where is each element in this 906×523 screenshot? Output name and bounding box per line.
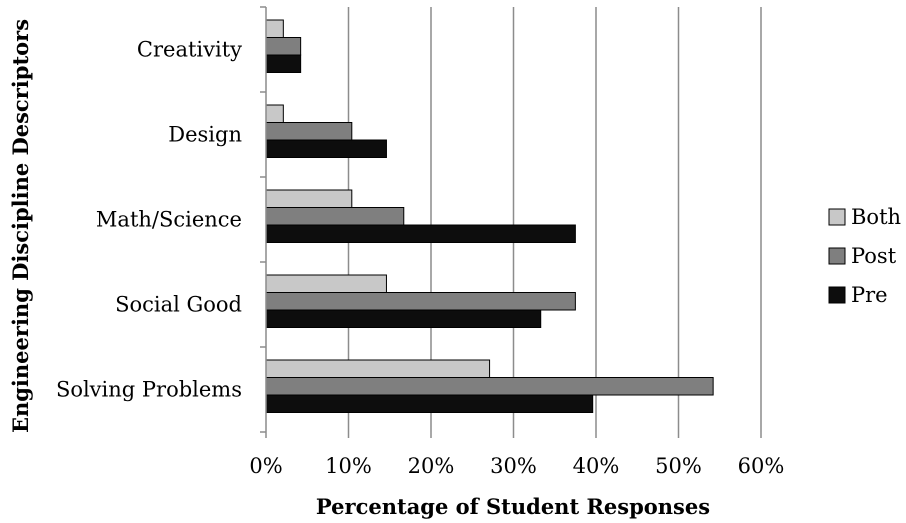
bar	[265, 104, 284, 123]
axes	[260, 6, 762, 438]
bar	[265, 377, 714, 396]
bar	[265, 19, 284, 38]
bar	[265, 274, 387, 293]
x-tick-label: 60%	[738, 454, 785, 478]
bar	[265, 207, 405, 226]
bar	[265, 139, 387, 158]
bar	[265, 359, 491, 378]
bar	[265, 122, 353, 141]
x-tick-labels: 0% 10% 20% 30% 40% 50% 60%	[249, 454, 784, 478]
legend: Both Post Pre	[828, 205, 901, 307]
x-tick-label: 20%	[408, 454, 455, 478]
bars	[265, 19, 714, 413]
category-label: Design	[168, 123, 242, 147]
bar	[265, 54, 302, 73]
legend-swatch	[828, 286, 846, 304]
category-label: Social Good	[115, 293, 242, 317]
bar	[265, 224, 576, 243]
bar	[265, 189, 353, 208]
bar	[265, 292, 576, 311]
y-axis-title: Engineering Discipline Descriptors	[8, 19, 33, 433]
x-tick-label: 40%	[573, 454, 620, 478]
category-label: Solving Problems	[56, 378, 242, 402]
bar	[265, 37, 302, 56]
category-label: Creativity	[137, 38, 242, 62]
x-tick-label: 10%	[325, 454, 372, 478]
category-labels: Creativity Design Math/Science Social Good S…	[56, 38, 242, 402]
bar	[265, 309, 542, 328]
x-axis-title: Percentage of Student Responses	[316, 494, 710, 519]
legend-label: Post	[851, 244, 897, 268]
x-tick-label: 0%	[249, 454, 282, 478]
legend-swatch	[828, 247, 846, 265]
legend-label: Pre	[851, 283, 888, 307]
x-tick-label: 30%	[490, 454, 537, 478]
legend-swatch	[828, 208, 846, 226]
x-tick-label: 50%	[655, 454, 702, 478]
bar	[265, 394, 594, 413]
legend-label: Both	[851, 205, 901, 229]
category-label: Math/Science	[96, 208, 242, 232]
